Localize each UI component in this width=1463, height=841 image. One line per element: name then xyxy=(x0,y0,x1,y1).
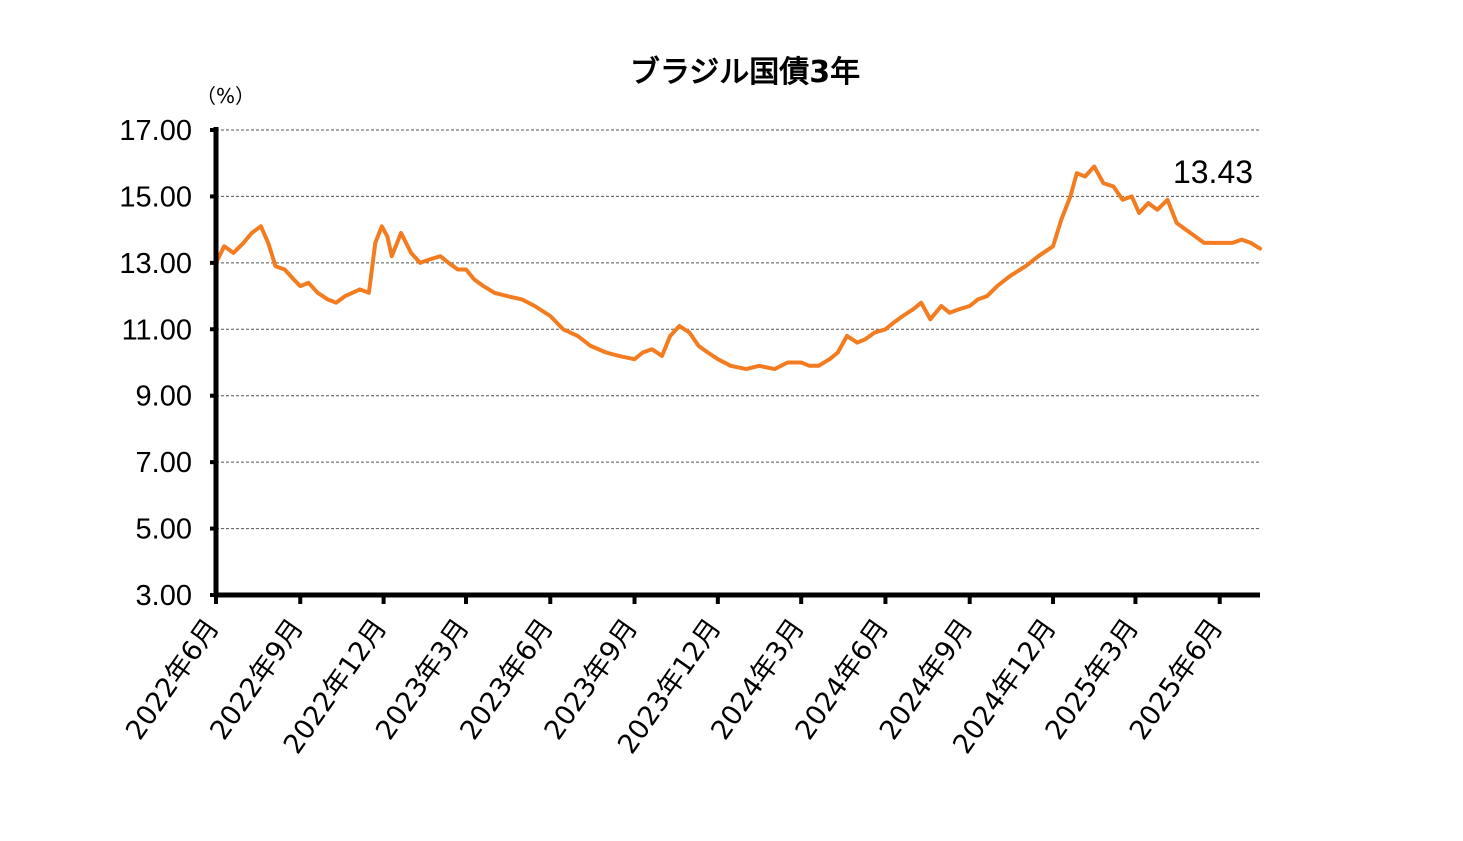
y-tick-label: 11.00 xyxy=(122,314,192,346)
y-tick-label: 3.00 xyxy=(136,580,192,612)
y-axis-unit-label: （%） xyxy=(196,84,255,108)
y-tick-label: 7.00 xyxy=(136,447,192,479)
y-tick-label: 9.00 xyxy=(136,381,192,413)
last-value-label: 13.43 xyxy=(1173,154,1253,190)
x-tick-labels: 2022年6月2022年9月2022年12月2023年3月2023年6月2023… xyxy=(120,613,1229,759)
gridlines xyxy=(216,129,1260,530)
y-tick-label: 15.00 xyxy=(119,181,192,213)
series-lines xyxy=(214,164,1262,372)
y-tick-label: 13.00 xyxy=(119,248,192,280)
series-line-0 xyxy=(214,164,1262,372)
y-tick-label: 5.00 xyxy=(136,514,192,546)
y-tick-labels: 17.00 15.00 13.00 11.00 9.00 7.00 5.00 3.00 xyxy=(119,115,192,612)
axes xyxy=(210,127,1260,604)
chart-title: ブラジル国債3年 xyxy=(630,55,860,90)
y-tick-label: 17.00 xyxy=(119,115,192,147)
